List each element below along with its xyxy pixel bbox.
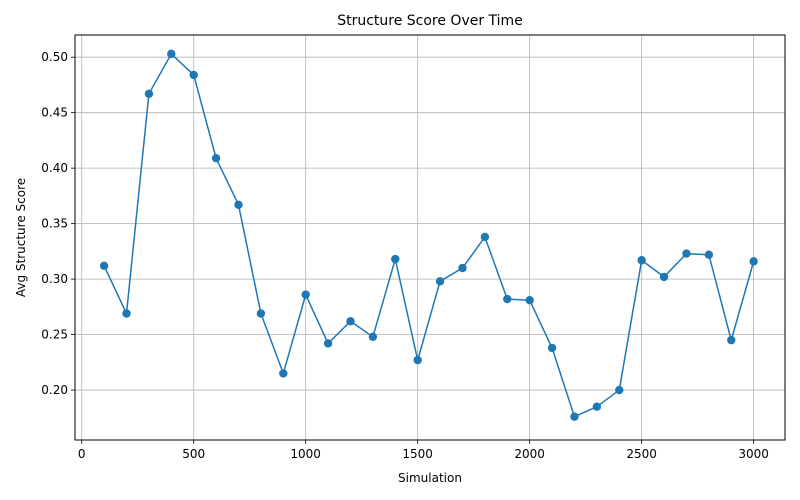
y-axis-ticks: 0.20 0.25 0.30 0.35 0.40 0.45 0.50 <box>41 50 75 397</box>
data-point <box>592 402 602 411</box>
x-tick-label: 500 <box>182 447 205 461</box>
x-tick-label: 3000 <box>738 447 769 461</box>
data-point <box>256 309 266 318</box>
data-point <box>368 332 378 342</box>
y-axis-label: Avg Structure Score <box>14 178 28 297</box>
data-point <box>480 232 490 242</box>
plot-frame <box>74 34 786 441</box>
y-tick-label: 0.50 <box>41 50 68 64</box>
data-point <box>749 257 758 266</box>
x-tick-label: 1500 <box>402 447 433 461</box>
data-point <box>391 254 400 264</box>
data-point <box>458 263 467 273</box>
y-tick-label: 0.30 <box>41 272 68 286</box>
y-tick-label: 0.45 <box>41 106 68 120</box>
data-point <box>346 317 355 326</box>
y-tick-label: 0.20 <box>41 383 68 397</box>
data-point <box>435 277 445 286</box>
data-point <box>637 256 646 265</box>
data-point <box>279 369 288 378</box>
data-point <box>704 250 714 259</box>
y-tick-label: 0.35 <box>41 217 68 231</box>
data-point <box>547 343 557 353</box>
data-point <box>659 272 669 282</box>
data-point <box>323 339 333 348</box>
grid <box>75 35 785 440</box>
data-point <box>122 309 131 318</box>
data-point <box>413 355 422 365</box>
data-point <box>615 385 624 395</box>
data-point <box>570 412 579 421</box>
x-tick-label: 0 <box>78 447 86 461</box>
x-axis-ticks: 0 500 1000 1500 2000 2500 3000 <box>78 440 769 461</box>
x-tick-label: 2500 <box>626 447 657 461</box>
data-point <box>234 200 243 209</box>
data-point <box>503 294 512 304</box>
data-point <box>211 153 221 163</box>
x-tick-label: 2000 <box>514 447 545 461</box>
chart-title: Structure Score Over Time <box>337 13 523 29</box>
data-point <box>525 295 534 305</box>
series-line-layer <box>103 53 755 418</box>
data-point <box>167 49 176 59</box>
series-line <box>103 53 755 418</box>
y-tick-label: 0.40 <box>41 161 68 175</box>
data-point <box>682 249 691 258</box>
data-point <box>99 261 109 270</box>
data-point <box>189 70 198 80</box>
x-tick-label: 1000 <box>290 447 321 461</box>
x-axis-label: Simulation <box>398 471 462 485</box>
y-tick-label: 0.25 <box>41 328 68 342</box>
data-point <box>144 89 154 99</box>
data-point <box>301 290 310 299</box>
data-point <box>727 335 736 345</box>
data-points <box>99 49 758 421</box>
